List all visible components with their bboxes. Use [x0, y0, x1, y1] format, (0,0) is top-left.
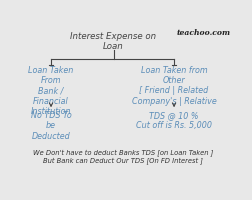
Text: Interest Expense on
Loan: Interest Expense on Loan	[71, 32, 156, 51]
Text: Loan Taken from
Other
[ Friend | Related
Company's | Relative: Loan Taken from Other [ Friend | Related…	[132, 66, 216, 106]
Text: TDS @ 10 %
Cut off is Rs. 5,000: TDS @ 10 % Cut off is Rs. 5,000	[136, 111, 212, 130]
Text: Loan Taken
From
Bank /
Financial
Institution: Loan Taken From Bank / Financial Institu…	[28, 66, 74, 116]
Text: We Don't have to deduct Banks TDS [on Loan Taken ]
But Bank can Deduct Our TDS [: We Don't have to deduct Banks TDS [on Lo…	[33, 149, 213, 164]
Text: teachoo.com: teachoo.com	[176, 29, 230, 37]
Text: No TDS To
be
Deducted: No TDS To be Deducted	[31, 111, 71, 141]
